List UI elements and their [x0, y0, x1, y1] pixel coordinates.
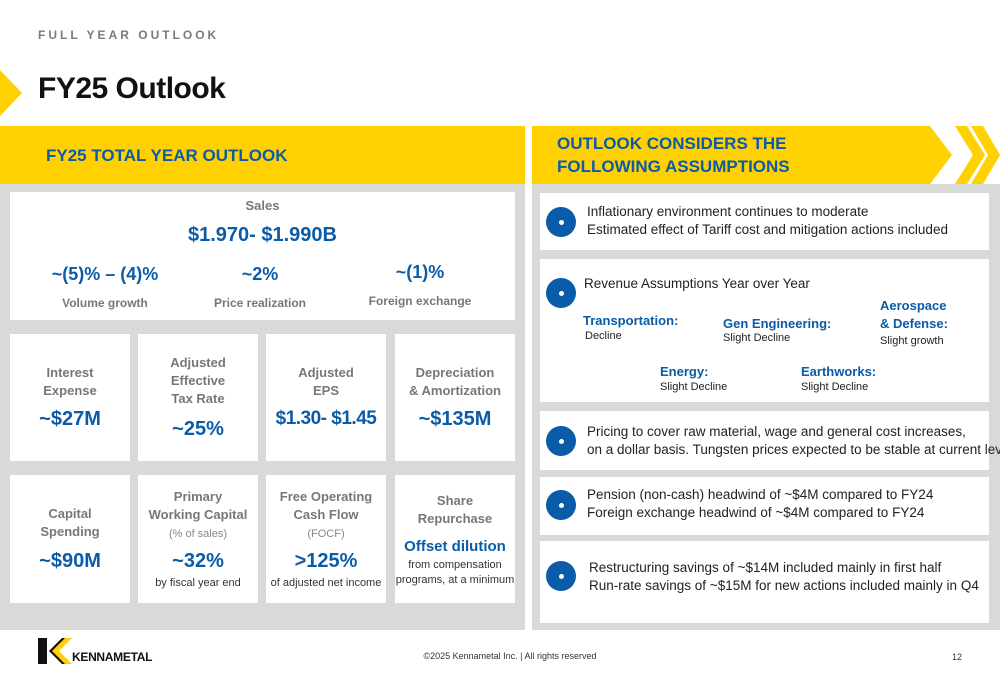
inflation-line1: Inflationary environment continues to mo…: [587, 204, 869, 219]
foreign-exchange-label: Foreign exchange: [368, 294, 472, 308]
capital-spending-value: ~$90M: [39, 550, 101, 572]
tax-rate-card: Adjusted Effective Tax Rate ~25%: [138, 334, 258, 461]
working-capital-note: by fiscal year end: [155, 577, 241, 589]
bullet-icon: [546, 207, 576, 237]
tax-rate-label-line2: Effective: [170, 373, 226, 388]
copyright: ©2025 Kennametal Inc. | All rights reser…: [423, 651, 597, 661]
segment-aerospace-value: Slight growth: [880, 335, 944, 347]
assumption-card-pension: Pension (non-cash) headwind of ~$4M comp…: [540, 477, 989, 535]
segment-aerospace-name-line1: Aerospace: [880, 298, 947, 313]
pension-line2: Foreign exchange headwind of ~$4M compar…: [587, 505, 925, 520]
working-capital-label-line1: Primary: [173, 489, 223, 504]
segment-aerospace-name-line2: & Defense:: [880, 316, 948, 331]
segment-gen-engineering-name: Gen Engineering:: [723, 316, 832, 331]
right-panel-title-line2: FOLLOWING ASSUMPTIONS: [557, 157, 790, 176]
assumption-card-restructuring: Restructuring savings of ~$14M included …: [540, 541, 989, 623]
focf-card: Free Operating Cash Flow (FOCF) >125% of…: [266, 475, 386, 603]
bullet-icon: [546, 561, 576, 591]
segment-transportation-value: Decline: [585, 330, 622, 342]
focf-label-line1: Free Operating: [279, 489, 373, 504]
price-realization-value: ~2%: [241, 264, 279, 284]
pricing-line1: Pricing to cover raw material, wage and …: [587, 424, 966, 439]
inflation-line2: Estimated effect of Tariff cost and miti…: [587, 222, 948, 237]
double-chevron-icon: [955, 126, 1000, 184]
assumption-card-inflation: Inflationary environment continues to mo…: [540, 193, 989, 250]
adjusted-eps-label-line2: EPS: [312, 383, 339, 398]
assumption-card-pricing: Pricing to cover raw material, wage and …: [540, 411, 1000, 470]
adjusted-eps-label-line1: Adjusted: [298, 365, 354, 380]
adjusted-eps-value: $1.30- $1.45: [275, 408, 377, 429]
focf-value: >125%: [294, 550, 358, 572]
bullet-icon: [546, 490, 576, 520]
focf-label-line2: Cash Flow: [293, 507, 359, 522]
capital-spending-label-line1: Capital: [48, 506, 92, 521]
kennametal-logo-icon: [38, 638, 72, 664]
share-repurchase-label-line2: Repurchase: [417, 511, 493, 526]
segment-energy-value: Slight Decline: [660, 381, 728, 393]
page-title: FY25 Outlook: [38, 72, 226, 105]
focf-note: of adjusted net income: [270, 577, 382, 589]
capital-spending-card: Capital Spending ~$90M: [10, 475, 130, 603]
left-panel-title: FY25 TOTAL YEAR OUTLOOK: [46, 146, 288, 165]
assumption-card-revenue: Revenue Assumptions Year over Year Trans…: [540, 259, 989, 402]
segment-energy-name: Energy:: [660, 364, 709, 379]
section-eyebrow: FULL YEAR OUTLOOK: [38, 28, 220, 42]
segment-transportation-name: Transportation:: [583, 313, 679, 328]
sales-card: Sales $1.970- $1.990B ~(5)% – (4)% Volum…: [10, 192, 515, 320]
depreciation-card: Depreciation & Amortization ~$135M: [395, 334, 515, 461]
tax-rate-label-line1: Adjusted: [170, 355, 226, 370]
working-capital-value: ~32%: [172, 550, 224, 572]
focf-sub: (FOCF): [307, 528, 345, 540]
foreign-exchange-value: ~(1)%: [395, 262, 445, 282]
pension-line1: Pension (non-cash) headwind of ~$4M comp…: [587, 487, 934, 502]
interest-expense-card: Interest Expense ~$27M: [10, 334, 130, 461]
sales-label: Sales: [245, 198, 280, 213]
working-capital-label-line2: Working Capital: [148, 507, 248, 522]
interest-expense-label-line1: Interest: [46, 365, 94, 380]
volume-growth-label: Volume growth: [62, 296, 148, 310]
revenue-heading: Revenue Assumptions Year over Year: [584, 276, 810, 291]
right-panel-title-line1: OUTLOOK CONSIDERS THE: [557, 134, 787, 153]
share-repurchase-value: Offset dilution: [404, 538, 506, 555]
segment-earthworks-name: Earthworks:: [801, 364, 877, 379]
kennametal-logo-text: KENNAMETAL: [72, 650, 153, 664]
working-capital-card: Primary Working Capital (% of sales) ~32…: [138, 475, 258, 603]
share-repurchase-label-line1: Share: [436, 493, 474, 508]
bullet-icon: [546, 278, 576, 308]
tax-rate-label-line3: Tax Rate: [171, 391, 225, 406]
left-panel-header: [0, 126, 525, 184]
pricing-line2: on a dollar basis. Tungsten prices expec…: [587, 442, 1000, 457]
depreciation-label-line2: & Amortization: [409, 383, 501, 398]
page-number: 12: [952, 652, 963, 662]
share-repurchase-note-line1: from compensation: [408, 559, 502, 571]
interest-expense-value: ~$27M: [39, 408, 101, 430]
capital-spending-label-line2: Spending: [40, 524, 100, 539]
share-repurchase-note-line2: programs, at a minimum: [395, 574, 515, 586]
working-capital-sub: (% of sales): [168, 528, 228, 540]
depreciation-label-line1: Depreciation: [415, 365, 495, 380]
tax-rate-value: ~25%: [172, 418, 224, 440]
interest-expense-label-line2: Expense: [43, 383, 97, 398]
depreciation-value: ~$135M: [418, 408, 492, 430]
title-arrow-icon: [0, 70, 22, 116]
volume-growth-value: ~(5)% – (4)%: [51, 264, 159, 284]
adjusted-eps-card: Adjusted EPS $1.30- $1.45: [266, 334, 386, 461]
sales-value: $1.970- $1.990B: [187, 224, 337, 246]
restructuring-line2: Run-rate savings of ~$15M for new action…: [589, 578, 979, 593]
bullet-icon: [546, 426, 576, 456]
right-panel-banner: [532, 126, 952, 184]
restructuring-line1: Restructuring savings of ~$14M included …: [589, 560, 942, 575]
segment-gen-engineering-value: Slight Decline: [723, 332, 791, 344]
price-realization-label: Price realization: [213, 296, 307, 310]
right-panel-title: OUTLOOK CONSIDERS THE FOLLOWING ASSUMPTI…: [557, 132, 790, 178]
segment-earthworks-value: Slight Decline: [801, 381, 869, 393]
share-repurchase-card: Share Repurchase Offset dilution from co…: [395, 475, 515, 603]
